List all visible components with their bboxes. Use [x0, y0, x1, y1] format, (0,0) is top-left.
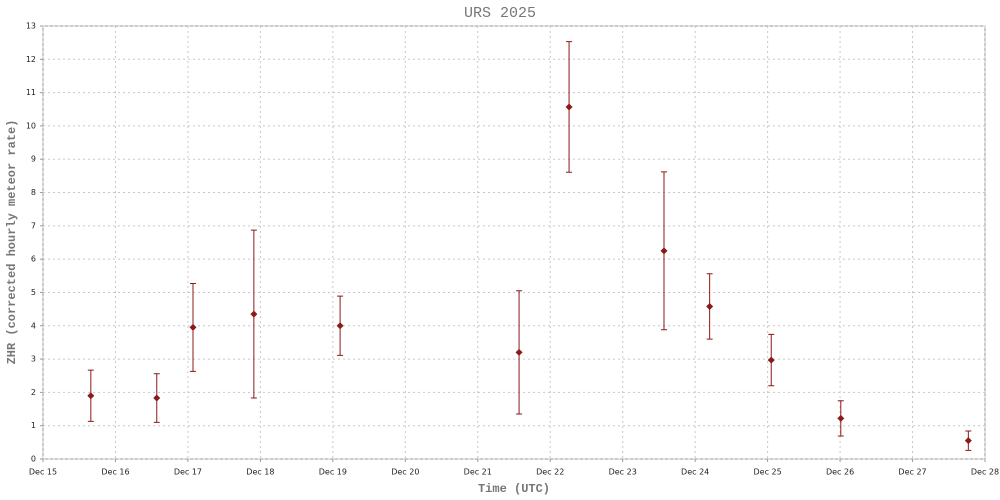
chart-title: URS 2025 [464, 5, 536, 22]
y-tick-label: 4 [31, 321, 36, 330]
x-tick-label: Dec 16 [101, 468, 129, 477]
x-tick-label: Dec 19 [319, 468, 347, 477]
data-point [336, 322, 344, 330]
data-point [189, 323, 197, 331]
data-point [87, 392, 95, 400]
y-tick-label: 8 [31, 188, 36, 197]
data-point [837, 414, 845, 422]
x-tick-label: Dec 23 [609, 468, 637, 477]
x-tick-label: Dec 24 [681, 468, 709, 477]
x-tick-label: Dec 18 [246, 468, 274, 477]
y-tick-label: 6 [31, 255, 36, 264]
data-point [153, 394, 161, 402]
x-tick-label: Dec 17 [174, 468, 202, 477]
y-tick-label: 13 [26, 22, 36, 31]
y-tick-label: 11 [26, 88, 36, 97]
data-point [515, 348, 523, 356]
y-axis-label: ZHR (corrected hourly meteor rate) [5, 120, 19, 365]
data-point [660, 247, 668, 255]
x-tick-label: Dec 20 [391, 468, 419, 477]
x-tick-label: Dec 27 [898, 468, 926, 477]
y-tick-label: 12 [26, 55, 36, 64]
y-tick-label: 2 [31, 388, 36, 397]
data-point [964, 437, 972, 445]
data-point [706, 302, 714, 310]
y-tick-label: 5 [31, 288, 36, 297]
data-point [250, 310, 258, 318]
x-axis-label: Time (UTC) [478, 482, 550, 496]
x-tick-label: Dec 28 [971, 468, 999, 477]
y-tick-label: 10 [26, 121, 36, 130]
y-tick-label: 3 [31, 355, 36, 364]
plot-frame [42, 25, 986, 460]
y-tick-label: 9 [31, 155, 36, 164]
y-tick-label: 0 [31, 455, 36, 464]
x-tick-label: Dec 25 [754, 468, 782, 477]
x-tick-label: Dec 22 [536, 468, 564, 477]
y-tick-label: 7 [31, 221, 36, 230]
x-tick-label: Dec 21 [464, 468, 492, 477]
x-tick-label: Dec 26 [826, 468, 854, 477]
data-point [767, 356, 775, 364]
x-tick-label: Dec 15 [29, 468, 57, 477]
data-point [565, 103, 573, 111]
y-tick-label: 1 [31, 421, 36, 430]
